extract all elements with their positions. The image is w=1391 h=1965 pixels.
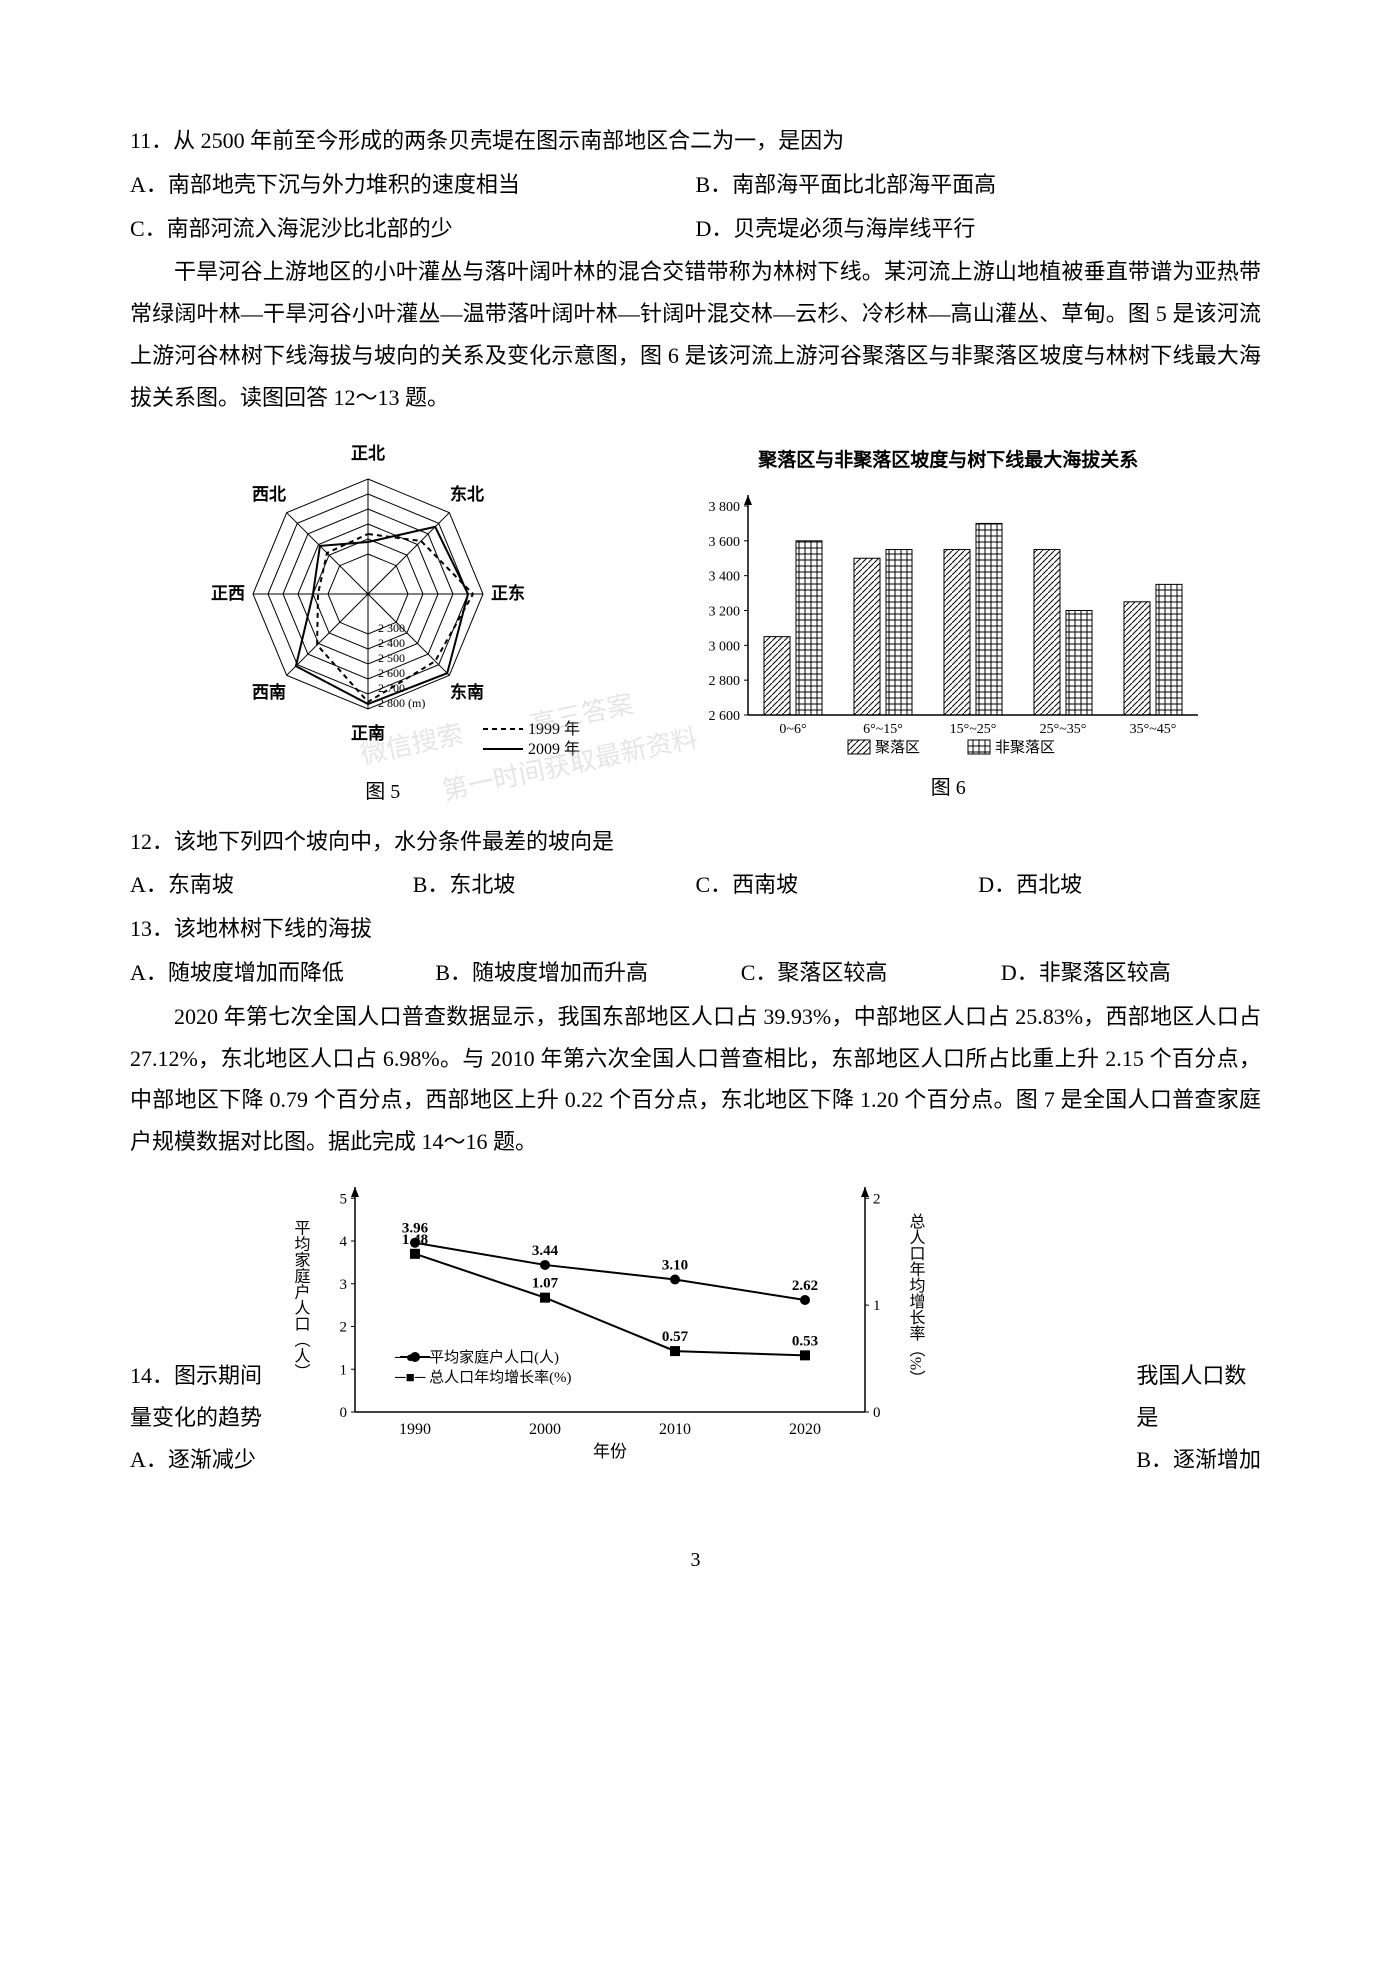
svg-text:3 400: 3 400 xyxy=(709,569,741,584)
svg-text:3.44: 3.44 xyxy=(532,1243,559,1259)
svg-text:西南: 西南 xyxy=(252,682,286,702)
svg-text:2 800: 2 800 xyxy=(709,674,741,689)
q14-line2: 量变化的趋势 xyxy=(130,1397,262,1439)
q11-optA: A．南部地壳下沉与外力堆积的速度相当 xyxy=(130,164,696,206)
page-number: 3 xyxy=(130,1541,1261,1579)
svg-text:东南: 东南 xyxy=(450,682,484,702)
q13-optD: D．非聚落区较高 xyxy=(1001,952,1261,994)
q14-left: 14．图示期间 量变化的趋势 A．逐渐减少 xyxy=(130,1355,262,1480)
q12-optD: D．西北坡 xyxy=(978,864,1261,906)
svg-text:西北: 西北 xyxy=(252,485,286,504)
svg-text:─■─ 总人口年均增长率(%): ─■─ 总人口年均增长率(%) xyxy=(394,1369,572,1386)
svg-text:3 200: 3 200 xyxy=(709,604,741,619)
svg-text:0: 0 xyxy=(340,1405,348,1421)
q14-prefix: 14．图示期间 xyxy=(130,1355,262,1397)
svg-text:2 600: 2 600 xyxy=(378,666,405,680)
svg-text:正东: 正东 xyxy=(491,583,525,603)
svg-text:2 600: 2 600 xyxy=(709,709,741,724)
svg-text:15°~25°: 15°~25° xyxy=(950,722,997,737)
q14-suffix2: 是 xyxy=(1136,1397,1261,1439)
svg-text:─●─ 平均家庭户人口(人): ─●─ 平均家庭户人口(人) xyxy=(394,1349,559,1366)
fig5-label: 图 5 xyxy=(365,773,400,811)
svg-text:5: 5 xyxy=(340,1191,348,1207)
svg-text:2 500: 2 500 xyxy=(378,651,405,665)
svg-text:正南: 正南 xyxy=(351,723,385,743)
q13-optB: B．随坡度增加而升高 xyxy=(435,952,740,994)
svg-text:平均家庭户人口（人）: 平均家庭户人口（人） xyxy=(292,1219,311,1379)
svg-text:2010: 2010 xyxy=(659,1421,691,1438)
svg-text:非聚落区: 非聚落区 xyxy=(995,739,1055,756)
svg-text:2020: 2020 xyxy=(789,1421,821,1438)
svg-text:1999 年: 1999 年 xyxy=(528,720,580,738)
svg-text:3.10: 3.10 xyxy=(662,1257,688,1273)
svg-text:2: 2 xyxy=(873,1191,881,1207)
svg-text:1990: 1990 xyxy=(399,1421,431,1438)
svg-text:1.48: 1.48 xyxy=(402,1232,428,1248)
q12-options: A．东南坡 B．东北坡 C．西南坡 D．西北坡 xyxy=(130,864,1261,906)
svg-text:2000: 2000 xyxy=(529,1421,561,1438)
svg-text:1.07: 1.07 xyxy=(532,1276,559,1292)
q12-optB: B．东北坡 xyxy=(413,864,696,906)
q13-text: 13．该地林树下线的海拔 xyxy=(130,908,1261,950)
q14-right: 我国人口数 是 B．逐渐增加 xyxy=(1136,1355,1261,1480)
q11-text: 11．从 2500 年前至今形成的两条贝壳堤在图示南部地区合二为一，是因为 xyxy=(130,120,1261,162)
q12-text: 12．该地下列四个坡向中，水分条件最差的坡向是 xyxy=(130,821,1261,863)
svg-text:年份: 年份 xyxy=(593,1442,627,1461)
svg-text:总人口年均增长率（%）: 总人口年均增长率（%） xyxy=(907,1213,926,1386)
svg-text:东北: 东北 xyxy=(450,484,484,504)
q11-options-row2: C．南部河流入海泥沙比北部的少 D．贝壳堤必须与海岸线平行 xyxy=(130,208,1261,250)
fig6-chart: 2 600 2 800 3 000 3 200 3 400 3 600 3 800 0~6° 6… xyxy=(688,485,1208,765)
svg-text:1: 1 xyxy=(873,1298,881,1314)
svg-text:0: 0 xyxy=(873,1405,881,1421)
fig5-container: 正北东北正东东南正南西南正西西北2 3002 4002 5002 6002 70… xyxy=(183,439,583,811)
context1: 干旱河谷上游地区的小叶灌丛与落叶阔叶林的混合交错带称为林树下线。某河流上游山地植… xyxy=(130,251,1261,418)
fig5-chart: 正北东北正东东南正南西南正西西北2 3002 4002 5002 6002 70… xyxy=(183,439,583,769)
q11-options-row1: A．南部地壳下沉与外力堆积的速度相当 B．南部海平面比北部海平面高 xyxy=(130,164,1261,206)
q14-suffix1: 我国人口数 xyxy=(1136,1355,1261,1397)
fig6-container: 聚落区与非聚落区坡度与树下线最大海拔关系 2 600 2 800 3 000 3 20… xyxy=(688,443,1208,807)
svg-text:6°~15°: 6°~15° xyxy=(863,722,903,737)
svg-text:25°~35°: 25°~35° xyxy=(1040,722,1087,737)
svg-text:3: 3 xyxy=(340,1277,348,1293)
svg-text:0.53: 0.53 xyxy=(792,1333,818,1349)
svg-text:0.57: 0.57 xyxy=(662,1329,689,1345)
fig6-title: 聚落区与非聚落区坡度与树下线最大海拔关系 xyxy=(758,443,1138,479)
q13-optA: A．随坡度增加而降低 xyxy=(130,952,435,994)
q11-optB: B．南部海平面比北部海平面高 xyxy=(696,164,1262,206)
svg-text:正西: 正西 xyxy=(211,584,245,603)
svg-text:4: 4 xyxy=(340,1234,348,1250)
q11-optD: D．贝壳堤必须与海岸线平行 xyxy=(696,208,1262,250)
fig7-container: 0 1 2 3 4 5 0 1 2 1990 2000 2010 2020 年份 平均家庭户人口（人） 总人口… xyxy=(270,1167,1128,1481)
svg-text:2: 2 xyxy=(340,1319,348,1335)
svg-text:0~6°: 0~6° xyxy=(780,722,807,737)
svg-text:1: 1 xyxy=(340,1362,348,1378)
svg-text:35°~45°: 35°~45° xyxy=(1130,722,1177,737)
q14-block: 14．图示期间 量变化的趋势 A．逐渐减少 0 1 2 3 4 5 0 1 2 1990 2000 2… xyxy=(130,1167,1261,1481)
q12-optA: A．东南坡 xyxy=(130,864,413,906)
q14-optA: A．逐渐减少 xyxy=(130,1439,262,1481)
q12-optC: C．西南坡 xyxy=(696,864,979,906)
svg-text:3 800: 3 800 xyxy=(709,500,741,515)
svg-text:2 400: 2 400 xyxy=(378,636,405,650)
svg-text:正北: 正北 xyxy=(351,444,385,463)
q11-optC: C．南部河流入海泥沙比北部的少 xyxy=(130,208,696,250)
context2: 2020 年第七次全国人口普查数据显示，我国东部地区人口占 39.93%，中部地… xyxy=(130,996,1261,1163)
q13-optC: C．聚落区较高 xyxy=(741,952,1001,994)
svg-text:2 300: 2 300 xyxy=(378,621,405,635)
fig6-label: 图 6 xyxy=(931,769,966,807)
svg-text:2009 年: 2009 年 xyxy=(528,740,580,758)
svg-text:3 600: 3 600 xyxy=(709,534,741,549)
svg-text:3 000: 3 000 xyxy=(709,639,741,654)
fig7-chart: 0 1 2 3 4 5 0 1 2 1990 2000 2010 2020 年份 平均家庭户人口（人） 总人口… xyxy=(270,1167,950,1467)
svg-text:聚落区: 聚落区 xyxy=(875,739,920,756)
q13-options: A．随坡度增加而降低 B．随坡度增加而升高 C．聚落区较高 D．非聚落区较高 xyxy=(130,952,1261,994)
q14-optB: B．逐渐增加 xyxy=(1136,1439,1261,1481)
svg-text:2.62: 2.62 xyxy=(792,1278,818,1294)
figures-row-1: 正北东北正东东南正南西南正西西北2 3002 4002 5002 6002 70… xyxy=(130,439,1261,811)
